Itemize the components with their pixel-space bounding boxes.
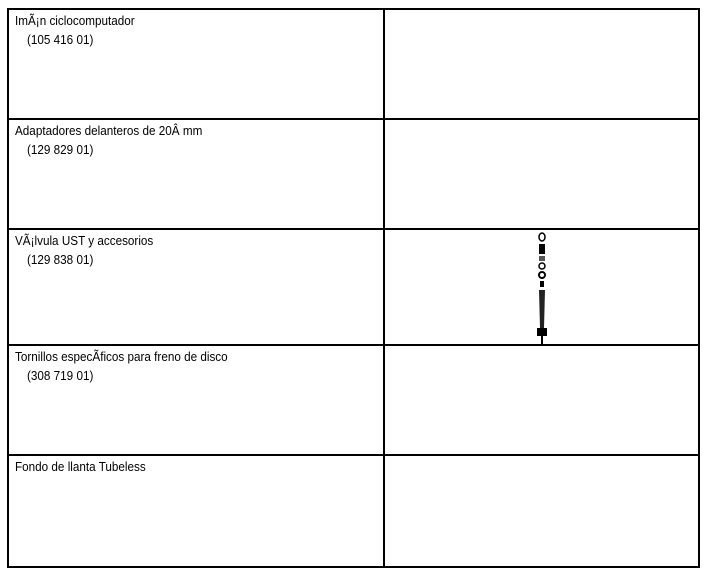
item-cell: Tornillos especÃ­ficos para freno de dis… (7, 344, 385, 456)
item-code: (129 838 01) (27, 252, 94, 267)
item-cell: VÃ¡lvula UST y accesorios (129 838 01) (7, 228, 385, 346)
item-name: ImÃ¡n ciclocomputador (15, 13, 135, 28)
image-cell (383, 8, 700, 120)
item-cell: Fondo de llanta Tubeless (7, 454, 385, 568)
item-cell: ImÃ¡n ciclocomputador (105 416 01) (7, 8, 385, 120)
image-cell (383, 344, 700, 456)
image-cell (383, 454, 700, 568)
item-code: (105 416 01) (27, 32, 94, 47)
table-row: Fondo de llanta Tubeless (7, 454, 700, 568)
item-code: (129 829 01) (27, 142, 94, 157)
table-row: Adaptadores delanteros de 20Â mm (129 829… (7, 118, 700, 230)
item-name: Adaptadores delanteros de 20Â mm (15, 123, 203, 138)
table-row: Tornillos especÃ­ficos para freno de dis… (7, 344, 700, 456)
item-name: Tornillos especÃ­ficos para freno de dis… (15, 349, 228, 364)
item-cell: Adaptadores delanteros de 20Â mm (129 829… (7, 118, 385, 230)
item-name: Fondo de llanta Tubeless (15, 459, 146, 474)
image-cell (383, 118, 700, 230)
table-row: VÃ¡lvula UST y accesorios (129 838 01) (7, 228, 700, 346)
item-code: (308 719 01) (27, 368, 94, 383)
valve-image (537, 232, 547, 344)
table-row: ImÃ¡n ciclocomputador (105 416 01) (7, 8, 700, 120)
item-name: VÃ¡lvula UST y accesorios (15, 233, 154, 248)
product-table: ImÃ¡n ciclocomputador (105 416 01) Adaptad… (7, 8, 700, 568)
